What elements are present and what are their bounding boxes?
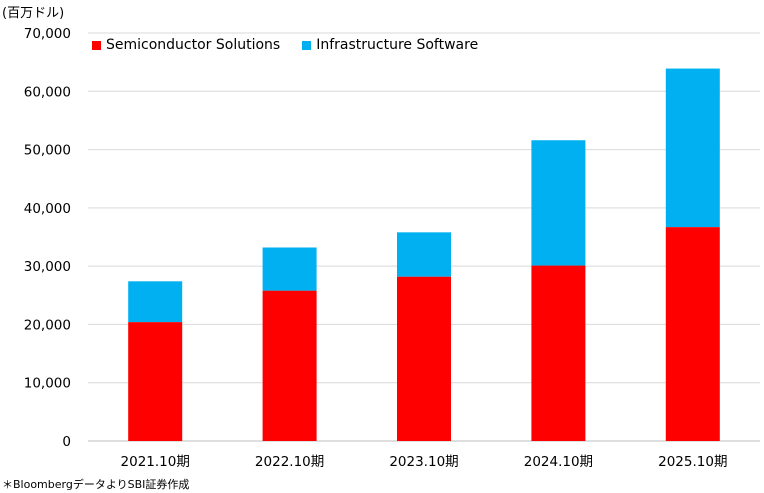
bar-software-2025.10期 [665, 68, 720, 228]
y-tick-label: 20,000 [24, 317, 71, 333]
y-tick-label: 50,000 [24, 143, 71, 159]
bar-semiconductor-2025.10期 [665, 227, 720, 441]
legend-item-software: Infrastructure Software [302, 37, 478, 53]
legend-label-software: Infrastructure Software [316, 37, 479, 53]
bar-semiconductor-2024.10期 [531, 265, 586, 441]
legend-swatch-semiconductor [92, 40, 101, 50]
x-tick-label: 2025.10期 [658, 454, 727, 470]
bar-software-2022.10期 [262, 247, 317, 291]
y-tick-label: 60,000 [24, 84, 71, 100]
x-tick-label: 2022.10期 [255, 454, 324, 470]
y-unit-label: (百万ドル) [2, 6, 65, 21]
x-tick-label: 2021.10期 [121, 454, 190, 470]
bar-semiconductor-2023.10期 [397, 276, 451, 441]
bar-software-2021.10期 [128, 281, 183, 323]
footnote: ＊BloombergデータよりSBI証券作成 [2, 478, 190, 491]
legend: Semiconductor Solutions Infrastructure S… [92, 37, 478, 53]
bar-software-2023.10期 [397, 232, 451, 277]
x-tick-label: 2023.10期 [389, 454, 458, 470]
y-tick-label: 10,000 [24, 376, 71, 392]
y-tick-label: 30,000 [24, 259, 71, 275]
legend-label-semiconductor: Semiconductor Solutions [106, 37, 281, 53]
x-tick-label: 2024.10期 [524, 454, 593, 470]
bar-semiconductor-2021.10期 [128, 322, 183, 441]
bar-software-2024.10期 [531, 140, 586, 266]
y-tick-label: 0 [62, 434, 71, 450]
y-tick-label: 70,000 [24, 26, 71, 42]
y-tick-label: 40,000 [24, 201, 71, 217]
bar-semiconductor-2022.10期 [262, 290, 317, 441]
legend-item-semiconductor: Semiconductor Solutions [92, 37, 280, 53]
legend-swatch-software [302, 40, 312, 50]
